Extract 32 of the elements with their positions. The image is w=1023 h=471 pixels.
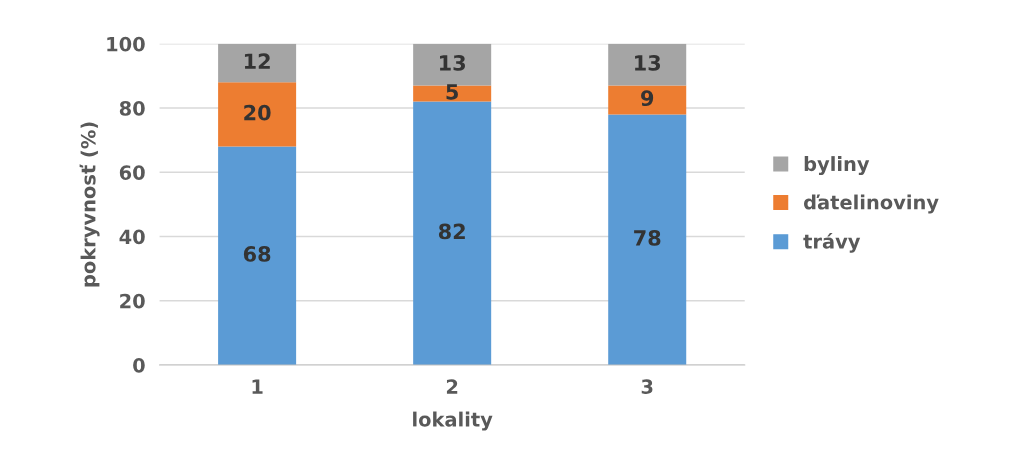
x-tick-label: 3 [641,379,653,394]
legend-label: trávy [803,232,861,253]
data-label: 13 [440,54,465,71]
data-label: 13 [635,54,661,71]
data-label: 12 [244,53,270,69]
x-tick-label: 2 [446,379,458,394]
bar [413,85,492,102]
bar [413,101,492,366]
bar [218,146,297,366]
legend-label: byliny [804,156,870,176]
data-label: 5 [446,84,458,100]
data-label: 9 [641,90,654,107]
bar [608,43,687,86]
x-tick-label: 1 [252,379,263,394]
data-label: 68 [243,246,271,262]
y-tick-label: 40 [119,229,145,245]
data-label: 82 [438,223,465,240]
x-axis-title: lokality [413,411,493,431]
y-tick-label: 60 [119,165,145,180]
y-axis-title: pokryvnosť (%) [79,122,100,287]
y-tick-label: 0 [133,357,145,373]
bar [413,43,492,86]
data-label: 78 [634,230,661,246]
bar [218,43,297,83]
legend-label: ďatelinoviny [803,194,939,214]
bar [218,82,297,147]
bar [608,85,687,115]
y-tick-label: 80 [119,101,145,116]
y-tick-label: 20 [120,293,145,309]
data-label: 20 [244,104,271,121]
y-tick-label: 100 [107,36,145,52]
bar [608,114,687,366]
